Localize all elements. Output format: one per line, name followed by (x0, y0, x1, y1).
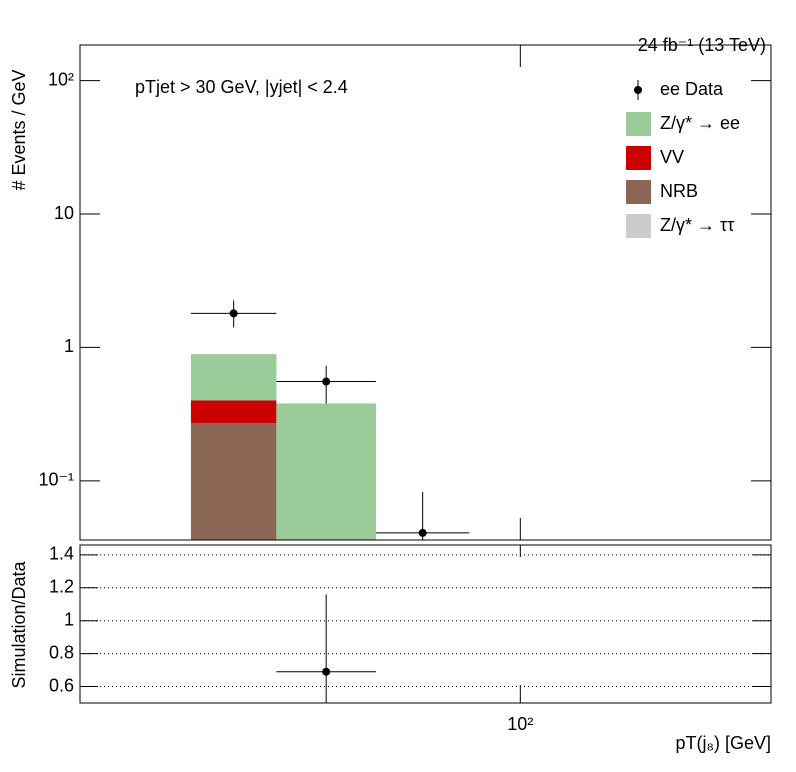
histogram-bar (190, 423, 277, 540)
ratio-y-tick-label: 1.4 (49, 544, 74, 564)
y-tick-label: 10 (54, 203, 74, 223)
legend-label: VV (660, 147, 684, 167)
histogram-bar (190, 400, 277, 424)
ratio-y-axis-label: Simulation/Data (9, 560, 29, 688)
histogram-bar (190, 354, 277, 401)
ratio-plot (80, 554, 771, 703)
ratio-y-tick-label: 1 (64, 609, 74, 629)
x-tick-label: 10² (507, 714, 533, 734)
legend-label: Z/γ* → ττ (660, 215, 734, 235)
ratio-y-tick-label: 1.2 (49, 577, 74, 597)
luminosity: 24 fb⁻¹ (13 TeV) (638, 35, 766, 55)
histogram-bar (276, 403, 376, 540)
x-axis-label: pT(j₈) [GeV] (676, 733, 771, 753)
upper-plot (190, 300, 470, 540)
data-point (229, 309, 238, 318)
ratio-y-tick-label: 0.6 (49, 675, 74, 695)
ratio-y-tick-label: 0.8 (49, 642, 74, 662)
y-tick-label: 10⁻¹ (38, 470, 74, 490)
y-axis-label: # Events / GeV (9, 69, 29, 190)
legend-label: NRB (660, 181, 698, 201)
annotation: pTjet > 30 GeV, |yjet| < 2.4 (135, 77, 348, 97)
y-tick-label: 10² (48, 69, 74, 89)
ratio-point (322, 667, 331, 676)
data-point (418, 528, 427, 537)
legend-swatch (626, 112, 651, 136)
axes: 10⁻¹ 1 10 10² 0.6 0.8 1 1.2 1.4 10² (38, 45, 771, 734)
legend-label: Z/γ* → ee (660, 113, 740, 133)
ratio-frame (79, 544, 772, 704)
legend-marker (634, 86, 642, 94)
upper-frame (79, 44, 772, 541)
legend-swatch (626, 146, 651, 170)
data-point (322, 377, 331, 386)
legend-label: ee Data (660, 79, 724, 99)
y-tick-label: 1 (64, 336, 74, 356)
legend-swatch (626, 214, 651, 238)
legend-swatch (626, 180, 651, 204)
